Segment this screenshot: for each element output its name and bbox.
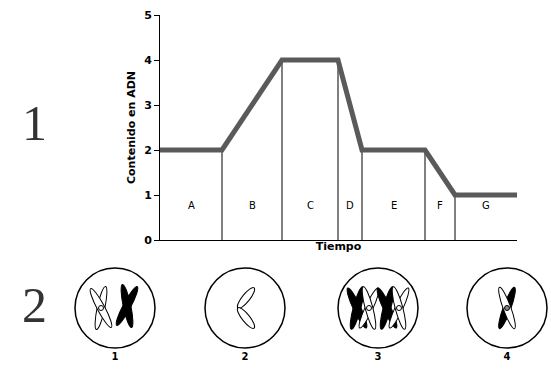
svg-text:1: 1 [144,189,152,202]
svg-text:2: 2 [144,144,152,157]
svg-text:3: 3 [144,99,152,112]
svg-text:G: G [482,200,490,211]
svg-text:Tiempo: Tiempo [316,240,362,253]
svg-text:2: 2 [242,351,249,362]
svg-text:B: B [249,200,256,211]
svg-text:5: 5 [144,9,152,22]
svg-text:A: A [188,200,195,211]
svg-text:3: 3 [375,351,382,362]
svg-text:E: E [391,200,397,211]
html-text:2: 2 [22,277,47,333]
svg-text:D: D [346,200,354,211]
svg-text:4: 4 [504,351,511,362]
svg-text:C: C [307,200,314,211]
svg-text:0: 0 [144,234,152,247]
svg-text:F: F [437,200,443,211]
svg-text:4: 4 [144,54,152,67]
svg-text:1: 1 [112,351,119,362]
svg-text:Contenido en ADN: Contenido en ADN [125,71,138,184]
html-text:1: 1 [22,95,47,151]
